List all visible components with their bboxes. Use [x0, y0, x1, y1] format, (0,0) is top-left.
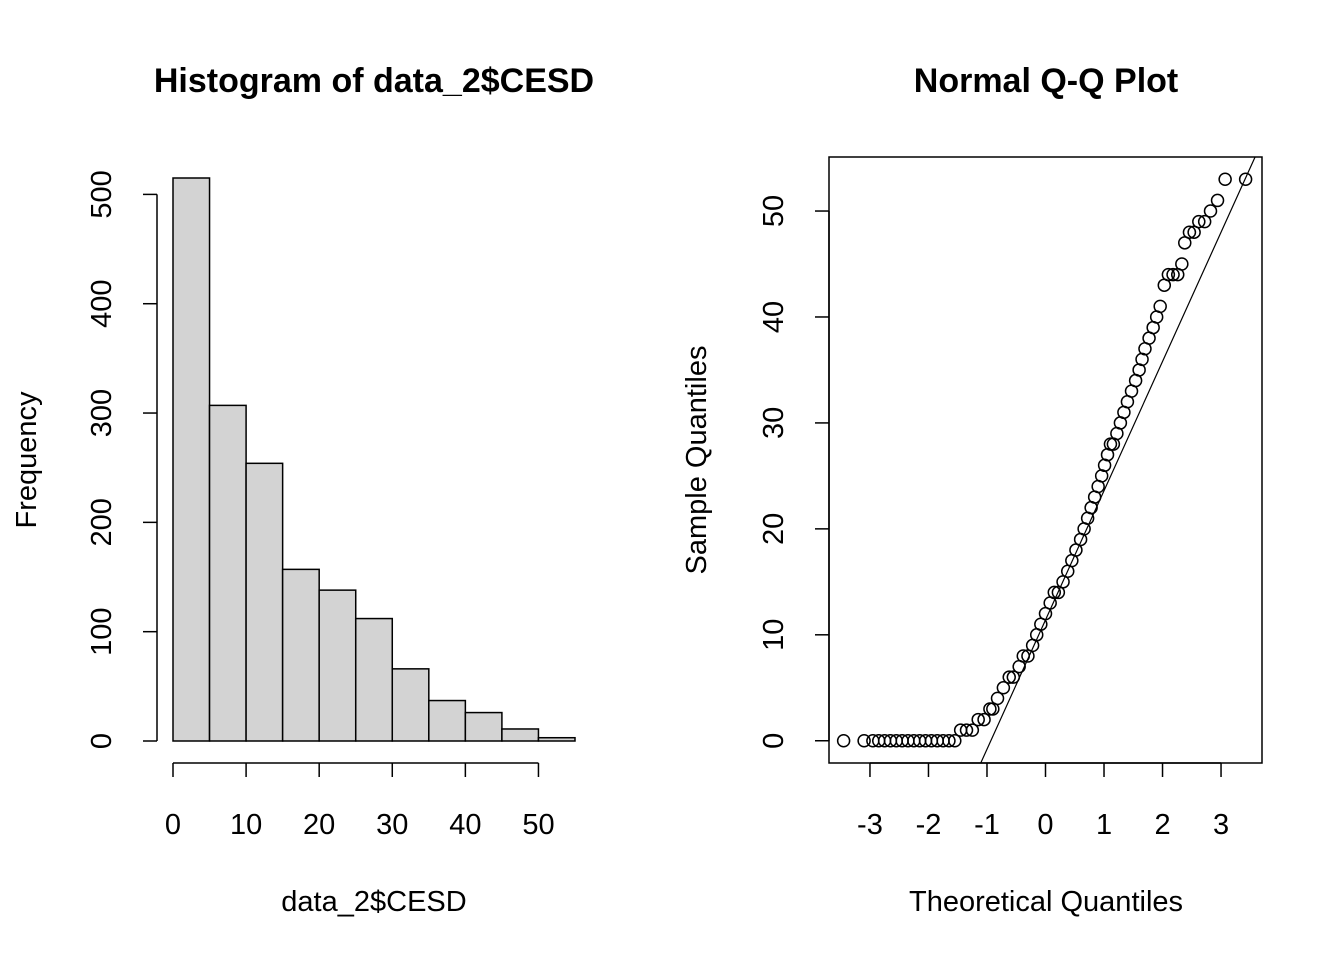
- qq-y-label: Sample Quantiles: [681, 346, 713, 575]
- histogram-y-tick-label: 0: [86, 733, 118, 749]
- qq-point: [1197, 214, 1212, 229]
- qq-point: [1153, 299, 1167, 314]
- histogram-y-tick-label: 100: [86, 607, 118, 655]
- qq-point: [977, 712, 991, 727]
- histogram-y-tick-label: 400: [86, 280, 118, 328]
- qq-point: [1218, 172, 1232, 186]
- qq-y-tick-label: 0: [758, 733, 790, 749]
- qq-point: [1210, 193, 1225, 208]
- histogram-bar: [391, 668, 430, 742]
- qq-point: [1161, 267, 1176, 282]
- qq-y-tick-label: 30: [758, 407, 790, 439]
- qq-x-tick-label: 1: [1096, 809, 1112, 841]
- qq-title: Normal Q-Q Plot: [914, 62, 1178, 100]
- qq-x-label: Theoretical Quantiles: [909, 886, 1183, 918]
- qq-point: [1002, 670, 1016, 684]
- qq-y-axis: 0 10 20 30 40 50: [758, 195, 830, 749]
- qq-point: [971, 712, 985, 727]
- histogram-bar: [318, 589, 357, 742]
- histogram-y-tick-label: 300: [86, 389, 118, 437]
- histogram-y-tick-label: 200: [86, 498, 118, 546]
- histogram-bar: [501, 728, 540, 742]
- qq-y-tick-label: 50: [758, 195, 790, 227]
- histogram-x-tick-label: 30: [376, 809, 408, 841]
- qq-x-tick-label: 3: [1213, 809, 1229, 841]
- qq-x-tick-label: -1: [974, 809, 1000, 841]
- histogram-bar: [208, 404, 247, 742]
- qq-point: [996, 681, 1011, 695]
- histogram-x-tick-label: 40: [449, 809, 481, 841]
- histogram-bar: [281, 568, 320, 742]
- qq-panel: Normal Q-Q Plot -3 -2 -1 0 1 2 3 0 10 20 30 40 50 T…: [681, 62, 1263, 918]
- qq-point: [857, 734, 871, 748]
- qq-reference-line: [980, 156, 1256, 764]
- histogram-y-tick-label: 500: [86, 170, 118, 218]
- histogram-title: Histogram of data_2$CESD: [154, 62, 594, 100]
- qq-point: [965, 723, 980, 737]
- histogram-y-axis: 0 100 200 300 400 500: [86, 170, 158, 749]
- qq-point: [1192, 214, 1206, 229]
- qq-x-tick-label: -3: [857, 809, 883, 841]
- histogram-x-tick-label: 0: [165, 809, 181, 841]
- histogram-x-tick-label: 20: [303, 809, 335, 841]
- histogram-panel: Histogram of data_2$CESD 0 10 20 30 40 50 0 10…: [11, 62, 594, 918]
- qq-x-tick-label: -2: [916, 809, 942, 841]
- histogram-x-tick-label: 50: [522, 809, 554, 841]
- histogram-bar: [464, 711, 503, 742]
- qq-point: [836, 734, 851, 748]
- histogram-x-axis: 0 10 20 30 40 50: [165, 762, 555, 841]
- qq-y-tick-label: 40: [758, 301, 790, 333]
- histogram-bar: [354, 617, 394, 742]
- qq-x-tick-label: 0: [1037, 809, 1053, 841]
- qq-y-tick-label: 20: [758, 513, 790, 545]
- qq-x-tick-label: 2: [1154, 809, 1170, 841]
- qq-point: [1238, 172, 1253, 186]
- qq-point: [990, 691, 1005, 706]
- histogram-x-tick-label: 10: [230, 809, 262, 841]
- qq-point: [942, 734, 956, 748]
- qq-point: [1047, 585, 1062, 600]
- qq-point: [1175, 257, 1189, 271]
- histogram-bars: [172, 177, 576, 742]
- histogram-bar: [537, 736, 576, 742]
- qq-plot-box: [828, 156, 1263, 764]
- histogram-x-label: data_2$CESD: [281, 886, 466, 918]
- qq-point: [1166, 267, 1180, 282]
- qq-point: [1103, 437, 1118, 451]
- histogram-bar: [172, 177, 211, 742]
- qq-point: [983, 702, 997, 716]
- qq-points: [836, 172, 1253, 748]
- qq-point: [1203, 204, 1218, 218]
- histogram-bar: [428, 699, 467, 742]
- histogram-bar: [245, 462, 284, 742]
- qq-point: [959, 723, 974, 737]
- qq-y-tick-label: 10: [758, 619, 790, 651]
- qq-point: [1182, 225, 1197, 239]
- qq-point: [948, 734, 962, 748]
- histogram-y-label: Frequency: [11, 391, 43, 529]
- qq-x-axis: -3 -2 -1 0 1 2 3: [857, 762, 1229, 841]
